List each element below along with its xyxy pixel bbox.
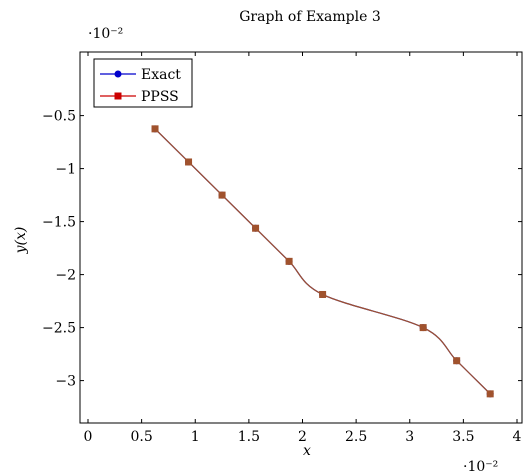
ticks: 0 0.5 1 1.5 2 2.5 3 3.5 4 −0.5 −1 −1.5 −2 −2.5 −3 <box>42 52 522 445</box>
y-tick-label: −2.5 <box>42 321 76 337</box>
data-point-ppss <box>486 390 494 398</box>
chart-title: Graph of Example 3 <box>239 9 381 25</box>
data-point-ppss <box>185 158 193 166</box>
data-point-ppss <box>419 324 427 332</box>
series-line-exact <box>154 128 491 395</box>
x-tick-label: 1 <box>191 429 200 445</box>
x-tick-label: 0 <box>84 429 93 445</box>
data-point-ppss <box>453 357 461 365</box>
x-tick-label: 4 <box>513 429 522 445</box>
legend-label-exact: Exact <box>141 67 181 83</box>
y-tick-label: −0.5 <box>42 109 76 125</box>
data-point-ppss <box>151 125 159 133</box>
legend-box <box>93 58 193 108</box>
series-line-ppss <box>154 128 491 395</box>
x-axis-label: x <box>303 443 311 459</box>
y-scale-label: ·10⁻² <box>88 26 123 42</box>
data-point-ppss <box>252 224 260 232</box>
legend: Exact PPSS <box>93 58 193 108</box>
y-axis-label: y(x) <box>13 227 29 255</box>
y-tick-label: −2 <box>55 268 76 284</box>
y-tick-label: −1.5 <box>42 215 76 231</box>
x-tick-label: 3.5 <box>452 429 474 445</box>
y-tick-label: −3 <box>55 374 76 390</box>
x-tick-label: 2.5 <box>345 429 367 445</box>
y-tick-label: −1 <box>55 162 76 178</box>
data-point-ppss <box>285 257 293 265</box>
legend-marker-ppss <box>114 92 122 100</box>
legend-label-ppss: PPSS <box>141 89 179 105</box>
data-point-ppss <box>319 290 327 298</box>
x-tick-label: 1.5 <box>238 429 260 445</box>
x-tick-label: 0.5 <box>130 429 152 445</box>
legend-marker-exact <box>114 70 122 78</box>
x-scale-label: ·10⁻² <box>463 459 498 475</box>
x-tick-label: 2 <box>298 429 307 445</box>
data-point-ppss <box>218 191 226 199</box>
x-tick-label: 3 <box>405 429 414 445</box>
plot-frame <box>79 51 523 424</box>
series-layer <box>151 125 494 398</box>
